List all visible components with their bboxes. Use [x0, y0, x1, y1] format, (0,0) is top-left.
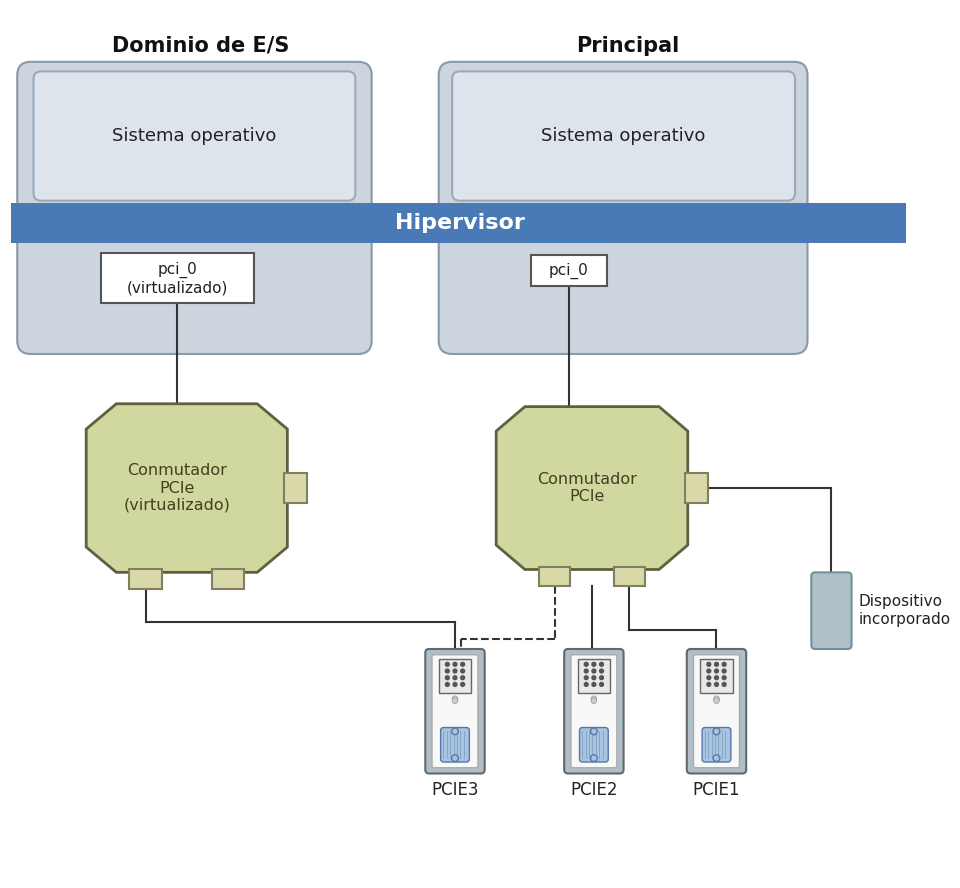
Circle shape — [585, 683, 588, 686]
Circle shape — [461, 669, 465, 673]
Circle shape — [713, 698, 719, 703]
Circle shape — [585, 669, 588, 673]
Text: Sistema operativo: Sistema operativo — [112, 127, 276, 145]
Circle shape — [592, 683, 596, 686]
Circle shape — [600, 683, 604, 686]
Bar — [284, 472, 307, 503]
FancyBboxPatch shape — [571, 654, 617, 768]
FancyBboxPatch shape — [702, 727, 731, 762]
FancyBboxPatch shape — [17, 62, 372, 354]
Text: Dominio de E/S: Dominio de E/S — [112, 36, 290, 56]
Bar — [531, 255, 608, 286]
Circle shape — [714, 676, 718, 679]
Circle shape — [445, 683, 449, 686]
Circle shape — [713, 696, 719, 702]
Circle shape — [714, 669, 718, 673]
Text: PCIE1: PCIE1 — [693, 781, 740, 799]
Text: pci_0: pci_0 — [549, 263, 588, 279]
Bar — [130, 569, 162, 589]
Circle shape — [600, 662, 604, 666]
Text: Hipervisor: Hipervisor — [395, 213, 525, 233]
FancyBboxPatch shape — [432, 654, 478, 768]
Circle shape — [722, 683, 726, 686]
Text: pci_0
(virtualizado): pci_0 (virtualizado) — [127, 261, 228, 295]
Circle shape — [714, 683, 718, 686]
Circle shape — [592, 676, 596, 679]
Bar — [101, 253, 253, 303]
Circle shape — [452, 698, 458, 703]
Text: Dispositivo
incorporado: Dispositivo incorporado — [858, 594, 950, 627]
Circle shape — [453, 676, 457, 679]
FancyBboxPatch shape — [425, 649, 485, 773]
Circle shape — [461, 676, 465, 679]
Circle shape — [453, 683, 457, 686]
FancyBboxPatch shape — [580, 727, 609, 762]
FancyBboxPatch shape — [811, 573, 852, 649]
Polygon shape — [496, 407, 687, 569]
Circle shape — [445, 676, 449, 679]
FancyBboxPatch shape — [452, 71, 795, 201]
Circle shape — [592, 669, 596, 673]
Text: Conmutador
PCIe: Conmutador PCIe — [538, 472, 637, 504]
Text: Principal: Principal — [576, 36, 679, 56]
Circle shape — [600, 676, 604, 679]
Circle shape — [453, 669, 457, 673]
Circle shape — [585, 662, 588, 666]
Text: PCIE2: PCIE2 — [570, 781, 617, 799]
Circle shape — [707, 676, 710, 679]
Circle shape — [600, 669, 604, 673]
Circle shape — [445, 662, 449, 666]
Bar — [439, 659, 471, 693]
Circle shape — [445, 669, 449, 673]
Circle shape — [592, 662, 596, 666]
Bar — [12, 202, 906, 242]
Circle shape — [591, 696, 597, 702]
Bar — [578, 659, 611, 693]
Polygon shape — [86, 404, 287, 573]
Circle shape — [591, 698, 597, 703]
Circle shape — [722, 662, 726, 666]
Circle shape — [451, 755, 458, 762]
FancyBboxPatch shape — [439, 62, 807, 354]
Circle shape — [451, 728, 458, 734]
FancyBboxPatch shape — [564, 649, 624, 773]
Text: PCIE3: PCIE3 — [431, 781, 479, 799]
Circle shape — [714, 662, 718, 666]
Circle shape — [461, 683, 465, 686]
FancyBboxPatch shape — [686, 649, 746, 773]
Bar — [212, 569, 244, 589]
Circle shape — [707, 683, 710, 686]
Circle shape — [452, 696, 458, 702]
Circle shape — [707, 662, 710, 666]
FancyBboxPatch shape — [441, 727, 469, 762]
Circle shape — [722, 669, 726, 673]
Bar — [700, 659, 732, 693]
Bar — [614, 567, 645, 586]
FancyBboxPatch shape — [34, 71, 355, 201]
Circle shape — [707, 669, 710, 673]
Text: Conmutador
PCIe
(virtualizado): Conmutador PCIe (virtualizado) — [124, 464, 230, 513]
Bar — [684, 472, 708, 503]
Circle shape — [590, 728, 597, 734]
Circle shape — [453, 662, 457, 666]
Circle shape — [713, 755, 720, 762]
Text: Sistema operativo: Sistema operativo — [541, 127, 706, 145]
Circle shape — [585, 676, 588, 679]
Circle shape — [722, 676, 726, 679]
Circle shape — [461, 662, 465, 666]
FancyBboxPatch shape — [693, 654, 739, 768]
Bar — [540, 567, 570, 586]
Circle shape — [590, 755, 597, 762]
Circle shape — [713, 728, 720, 734]
